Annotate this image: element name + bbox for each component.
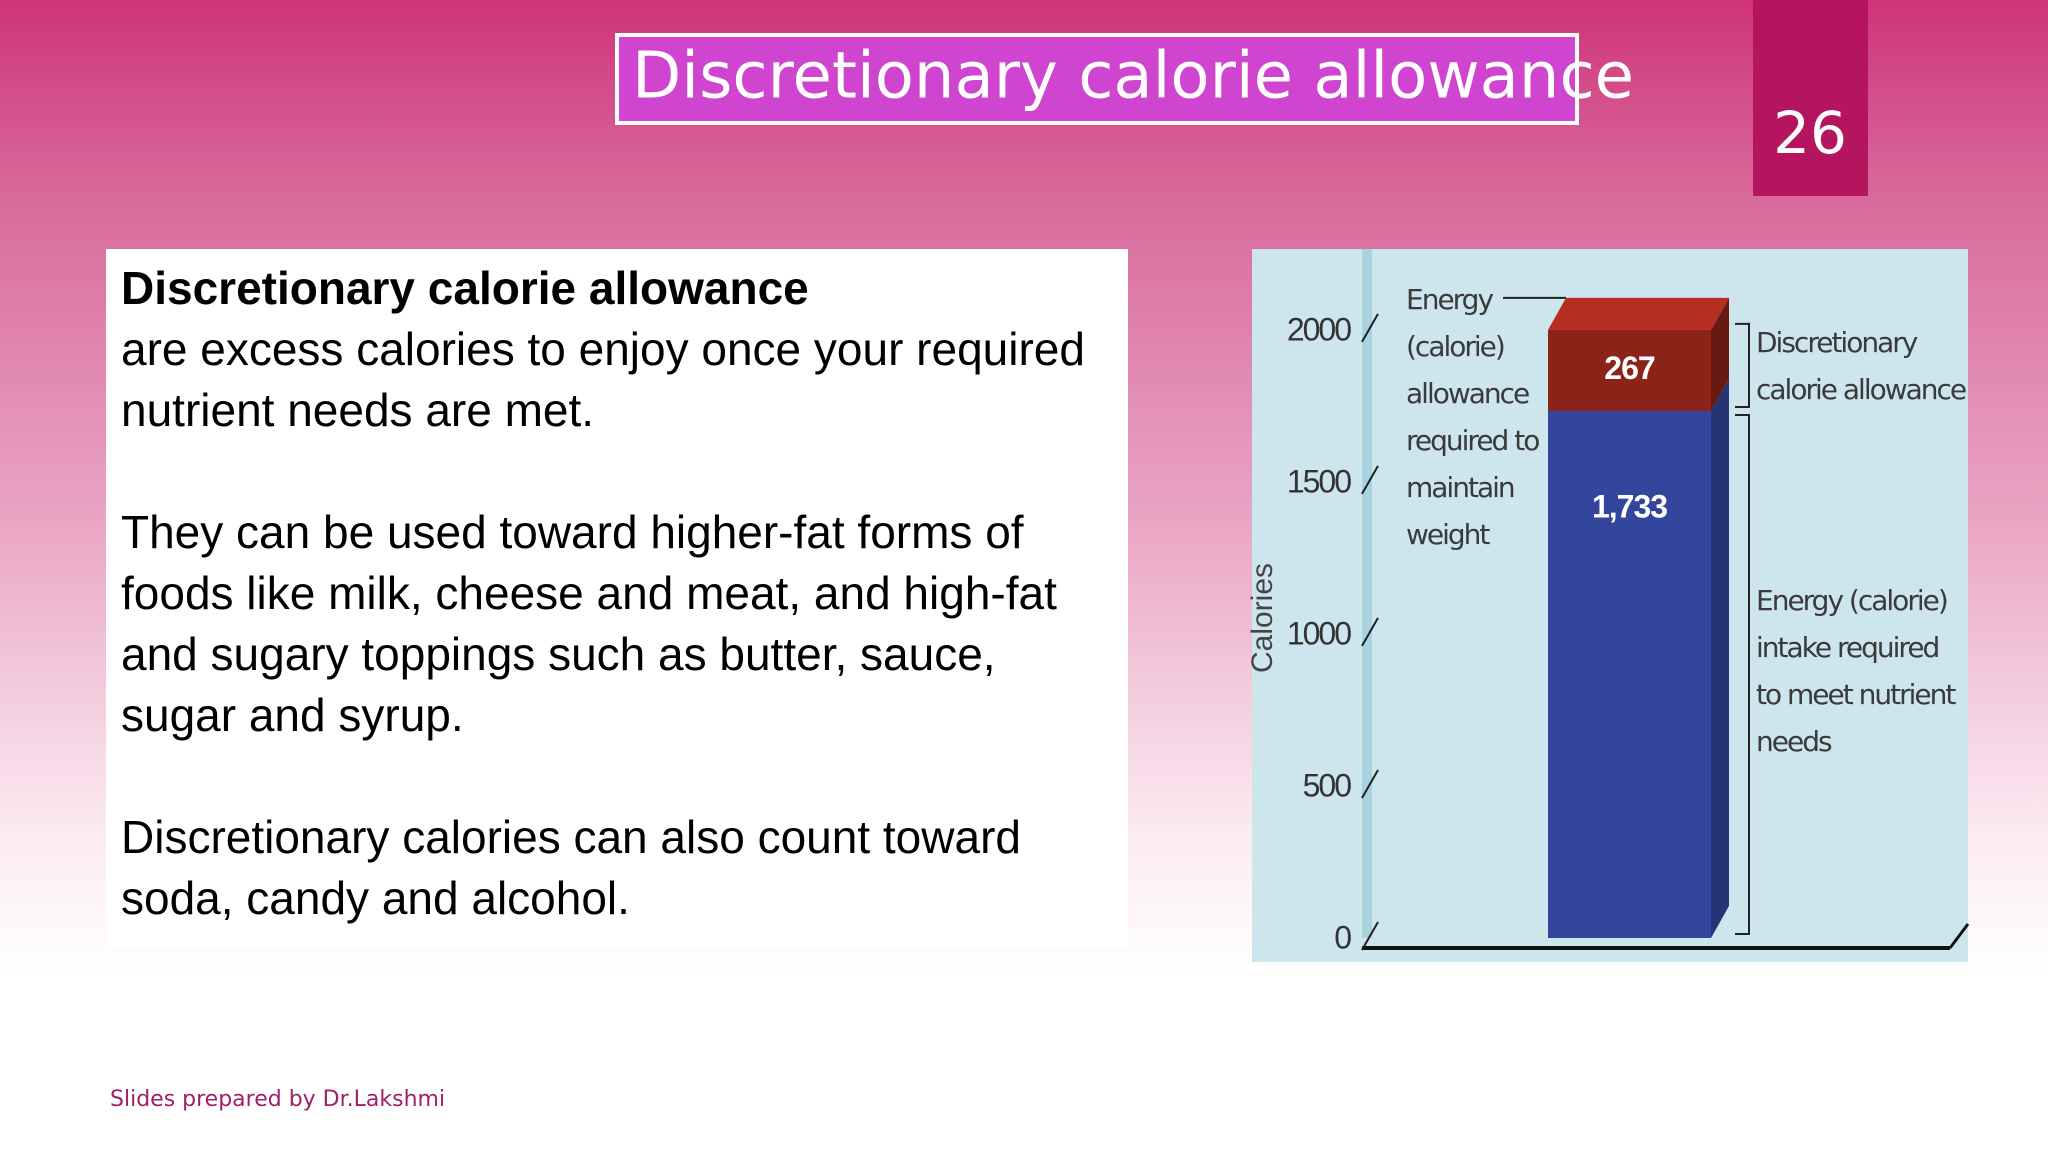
paragraph: are excess calories to enjoy once your r…: [121, 323, 1085, 436]
chart: Calories 0 500 1000 1500 2000 1,733 Energy (cal…: [1246, 249, 1970, 955]
y-tick-label: 1500: [1287, 463, 1351, 499]
bar-top: [1548, 297, 1729, 330]
legend-entry: Discretionary calorie allowance: [1756, 326, 1966, 407]
y-tick: [1361, 465, 1379, 495]
value-label: 1,733: [1592, 488, 1667, 524]
y-tick-label: 1000: [1287, 615, 1351, 651]
bar-side: [1711, 297, 1729, 412]
text-box-content: Discretionary calorie allowance are exces…: [121, 262, 1085, 924]
term: Discretionary calorie allowance: [121, 262, 809, 314]
text-box: [106, 249, 1128, 947]
legend-entry-text: Energy (calorie) intake required to meet…: [1756, 583, 1956, 758]
title-box: [615, 33, 1579, 125]
y-tick-label: 0: [1334, 919, 1351, 955]
y-tick-label: 500: [1303, 767, 1352, 803]
value-label: 267: [1604, 350, 1655, 386]
legend-entry: Energy (calorie) intake required to meet…: [1756, 583, 1956, 758]
slide-number-box: [1753, 0, 1868, 196]
bracket: [1735, 322, 1750, 409]
y-tick: [1361, 921, 1379, 951]
annotation: Energy (calorie) allowance required to m…: [1406, 282, 1540, 551]
y-tick: [1361, 313, 1379, 343]
axis-wall: [1362, 249, 1372, 938]
paragraph: Discretionary calories can also count to…: [121, 811, 1021, 924]
y-tick: [1361, 617, 1379, 647]
bar-side: [1711, 379, 1729, 938]
y-tick: [1361, 769, 1379, 799]
slide-title: Discretionary calorie allowance: [632, 40, 1634, 114]
paragraph: They can be used toward higher-fat forms…: [121, 506, 1057, 741]
annotation-text: Energy (calorie) allowance required to m…: [1406, 282, 1540, 551]
x-axis-end: [1948, 923, 1970, 949]
y-axis-label: Calories: [1246, 563, 1279, 673]
slide-number: 26: [1773, 99, 1847, 167]
legend-entry-text: Discretionary calorie allowance: [1756, 326, 1966, 407]
footer-credit: Slides prepared by Dr.Lakshmi: [110, 1087, 445, 1112]
bar-segment: [1548, 411, 1711, 938]
bar-segment: [1548, 329, 1711, 412]
bracket: [1735, 414, 1750, 935]
y-tick-label: 2000: [1287, 311, 1351, 347]
